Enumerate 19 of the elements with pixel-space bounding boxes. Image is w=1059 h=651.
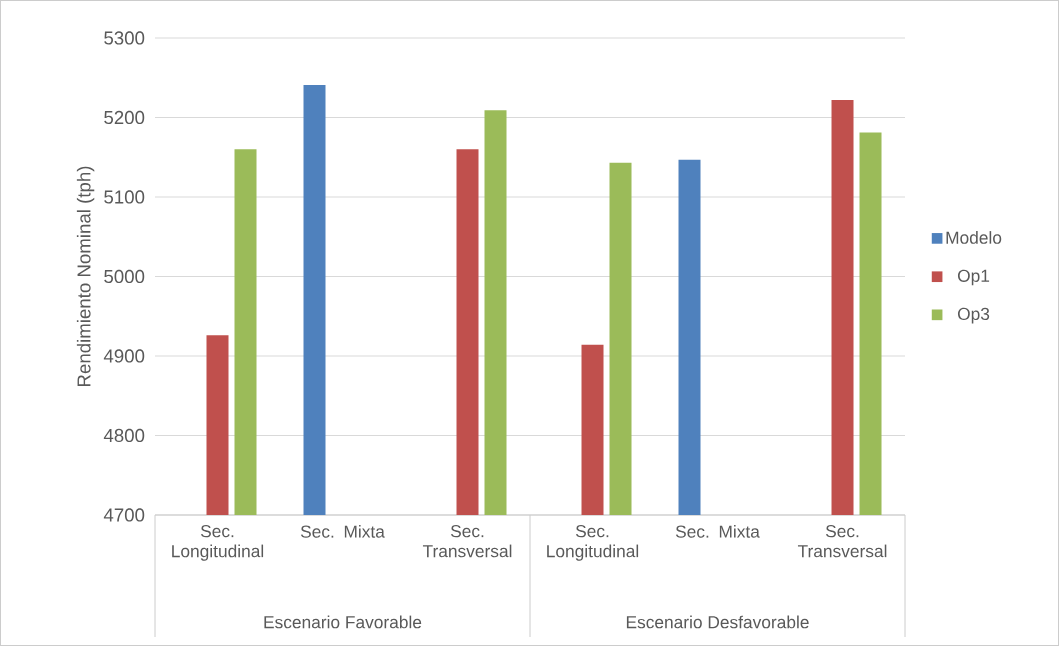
- text: Escenario Desfavorable: [626, 615, 809, 629]
- text: Escenario Favorable: [264, 615, 422, 629]
- legend-label: Modelo: [946, 230, 1002, 244]
- x-tick-label: Sec. Longitudinal: [172, 524, 264, 561]
- y-tick-label: 5200: [104, 110, 145, 124]
- legend-label: Op1: [957, 269, 990, 286]
- y-tick-label: 5300: [104, 31, 145, 45]
- x-tick-label: Sec. Transversal: [797, 524, 887, 558]
- y-tick-label: 5000: [104, 269, 145, 283]
- y-tick-label: 4900: [103, 349, 145, 363]
- legend-label: Op3: [957, 307, 990, 324]
- y-tick-label: 4700: [103, 508, 145, 522]
- y-axis-title: Rendimiento Nominal (tph): [76, 166, 95, 386]
- x-tick-label: Sec. Mixta: [300, 524, 385, 538]
- y-tick-label: 4800: [103, 428, 145, 442]
- x-tick-label: Sec. Transversal: [422, 524, 512, 558]
- y-tick-label: 5100: [104, 190, 145, 204]
- x-tick-label: Sec. Mixta: [675, 524, 760, 538]
- x-tick-label: Sec. Longitudinal: [547, 524, 639, 561]
